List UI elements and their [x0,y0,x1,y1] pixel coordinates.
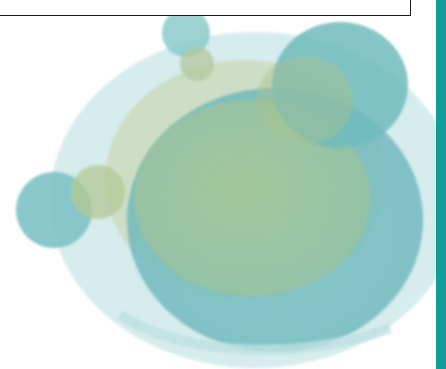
green-center-circle [134,100,370,296]
tiny-green-circle [180,47,214,81]
bottom-brush-streak [117,310,392,355]
top-right-overlap-circle [257,56,353,144]
teal-side-bar [436,0,446,369]
left-green-circle [71,165,125,219]
text-input-value [0,0,410,1]
small-top-circle [162,9,210,57]
text-input-box[interactable] [0,0,411,16]
